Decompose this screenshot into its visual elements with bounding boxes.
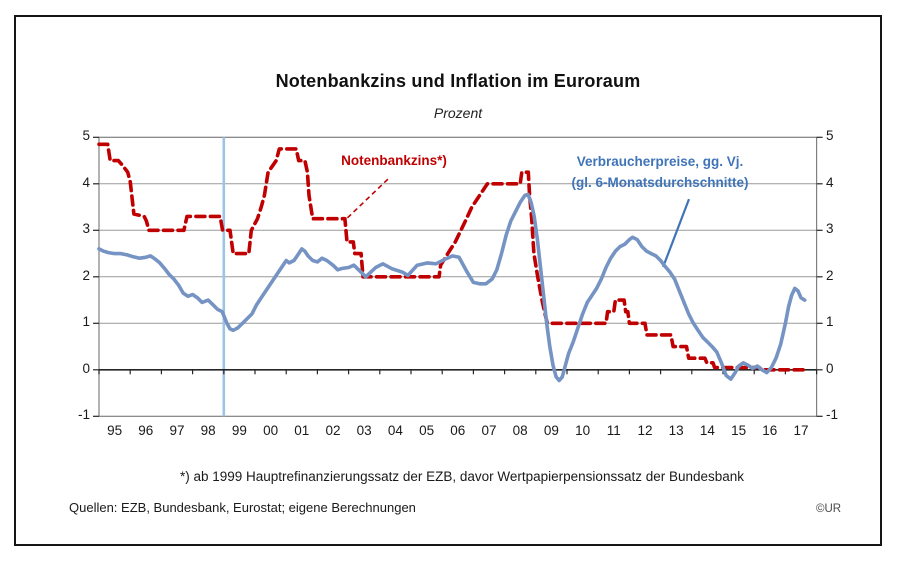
x-tick-label: 07 — [481, 423, 497, 438]
series-line-notenbankzins — [97, 142, 808, 372]
legend-label-verbraucherpreise-line1: Verbraucherpreise, gg. Vj. — [576, 154, 744, 169]
x-tick-label: 99 — [231, 423, 247, 438]
chart-canvas — [93, 136, 823, 417]
legend-pointer — [345, 178, 389, 220]
x-tick-label: 00 — [263, 423, 279, 438]
y-tick-label-left: 2 — [82, 267, 90, 283]
x-tick-label: 09 — [543, 423, 559, 438]
x-tick-label: 05 — [419, 423, 435, 438]
x-tick-label: 01 — [294, 423, 310, 438]
x-tick-label: 12 — [637, 423, 653, 438]
chart-subtitle: Prozent — [433, 105, 483, 121]
figure-border: Notenbankzins und Inflation im Euroraum … — [14, 15, 882, 546]
x-tick-label: 95 — [107, 423, 123, 438]
x-tick-label: 15 — [731, 423, 747, 438]
x-tick-label: 17 — [793, 423, 809, 438]
y-tick-label-left: 4 — [82, 174, 90, 190]
x-tick-label: 11 — [606, 423, 621, 438]
legend-pointer — [662, 198, 691, 268]
y-tick-label-right: 5 — [826, 128, 834, 144]
legend-label-verbraucherpreise-line2: (gl. 6-Monatsdurchschnitte) — [571, 175, 749, 190]
x-tick-label: 03 — [356, 423, 372, 438]
x-tick-label: 16 — [762, 423, 778, 438]
footnote: *) ab 1999 Hauptrefinanzierungssatz der … — [179, 469, 745, 484]
y-tick-label-left: 3 — [82, 221, 90, 237]
series-line-verbraucherpreise — [97, 192, 807, 383]
legend-label-verbraucherpreise: Verbraucherpreise, gg. Vj. (gl. 6-Monats… — [544, 151, 776, 193]
y-tick-label-right: 4 — [826, 174, 834, 190]
copyright: ©UR — [816, 503, 842, 515]
y-tick-label-left: -1 — [77, 407, 90, 423]
x-tick-label: 10 — [575, 423, 591, 438]
x-tick-label: 13 — [668, 423, 684, 438]
y-tick-label-left: 0 — [82, 360, 90, 376]
x-tick-label: 02 — [325, 423, 341, 438]
y-tick-label-right: 1 — [826, 314, 834, 330]
x-tick-label: 08 — [512, 423, 528, 438]
chart-title: Notenbankzins und Inflation im Euroraum — [275, 71, 641, 91]
y-tick-label-left: 5 — [82, 128, 90, 144]
y-tick-label-right: 2 — [826, 267, 834, 283]
y-tick-label-right: -1 — [826, 407, 839, 423]
source-line: Quellen: EZB, Bundesbank, Eurostat; eige… — [69, 500, 416, 515]
x-tick-label: 14 — [699, 423, 715, 438]
y-tick-label-left: 1 — [82, 314, 90, 330]
x-tick-label: 98 — [200, 423, 216, 438]
x-tick-label: 06 — [450, 423, 466, 438]
x-tick-label: 96 — [138, 423, 154, 438]
y-tick-label-right: 3 — [826, 221, 834, 237]
x-tick-label: 04 — [387, 423, 403, 438]
x-tick-label: 97 — [169, 423, 185, 438]
legend-label-notenbankzins: Notenbankzins*) — [341, 153, 447, 168]
y-tick-label-right: 0 — [826, 360, 834, 376]
